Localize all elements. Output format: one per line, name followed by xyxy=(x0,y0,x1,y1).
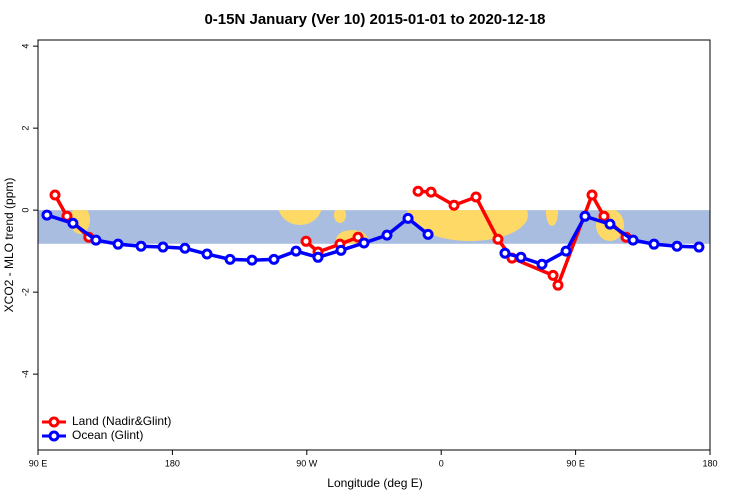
data-point xyxy=(179,242,191,254)
chart-title: 0-15N January (Ver 10) 2015-01-01 to 202… xyxy=(204,11,545,28)
land-patch xyxy=(546,210,558,226)
data-point xyxy=(422,228,434,240)
data-point xyxy=(412,185,424,197)
legend-marker xyxy=(48,430,60,442)
data-point xyxy=(627,234,639,246)
data-point xyxy=(135,240,147,252)
data-point xyxy=(268,253,280,265)
data-point xyxy=(358,237,370,249)
data-point xyxy=(157,241,169,253)
data-point xyxy=(499,247,511,259)
y-tick-label: 4 xyxy=(20,44,30,49)
data-point xyxy=(579,210,591,222)
series-line xyxy=(504,214,700,267)
data-point xyxy=(586,189,598,201)
land-patch xyxy=(334,210,346,223)
data-point xyxy=(648,238,660,250)
plot-frame xyxy=(37,39,711,451)
data-point xyxy=(381,229,393,241)
x-tick-label: 90 W xyxy=(296,458,318,468)
data-point xyxy=(335,244,347,256)
legend-label: Land (Nadir&Glint) xyxy=(72,414,171,428)
data-point xyxy=(224,253,236,265)
data-point xyxy=(300,235,312,247)
y-tick-label: 0 xyxy=(20,208,30,213)
data-point xyxy=(90,234,102,246)
data-point xyxy=(552,279,564,291)
data-point xyxy=(312,251,324,263)
x-axis-label: Longitude (deg E) xyxy=(327,476,422,490)
data-point xyxy=(547,269,559,281)
data-point xyxy=(598,210,610,222)
data-point xyxy=(604,218,616,230)
x-tick-label: 90 E xyxy=(566,458,585,468)
data-point xyxy=(693,241,705,253)
data-point xyxy=(112,238,124,250)
data-point xyxy=(515,251,527,263)
y-axis-label: XCO2 - MLO trend (ppm) xyxy=(2,178,16,313)
x-tick-label: 180 xyxy=(702,458,717,468)
data-point xyxy=(536,258,548,270)
land-patch xyxy=(412,210,528,241)
legend-marker xyxy=(48,416,60,428)
y-tick-label: 2 xyxy=(20,126,30,131)
x-tick-label: 180 xyxy=(165,458,180,468)
land-patch xyxy=(278,210,322,225)
y-tick-label: -4 xyxy=(20,370,30,378)
data-point xyxy=(402,212,414,224)
x-tick-label: 0 xyxy=(439,458,444,468)
data-point xyxy=(470,191,482,203)
data-point xyxy=(67,217,79,229)
data-point xyxy=(492,233,504,245)
legend-label: Ocean (Glint) xyxy=(72,428,143,442)
land xyxy=(70,210,624,244)
data-point xyxy=(560,245,572,257)
data-point xyxy=(448,199,460,211)
data-point xyxy=(49,189,61,201)
y-tick-label: -2 xyxy=(20,288,30,296)
data-point xyxy=(425,186,437,198)
data-point xyxy=(41,209,53,221)
x-tick-label: 90 E xyxy=(29,458,48,468)
series-line xyxy=(304,235,359,254)
data-point xyxy=(201,248,213,260)
data-point xyxy=(290,245,302,257)
data-point xyxy=(246,254,258,266)
data-point xyxy=(671,240,683,252)
